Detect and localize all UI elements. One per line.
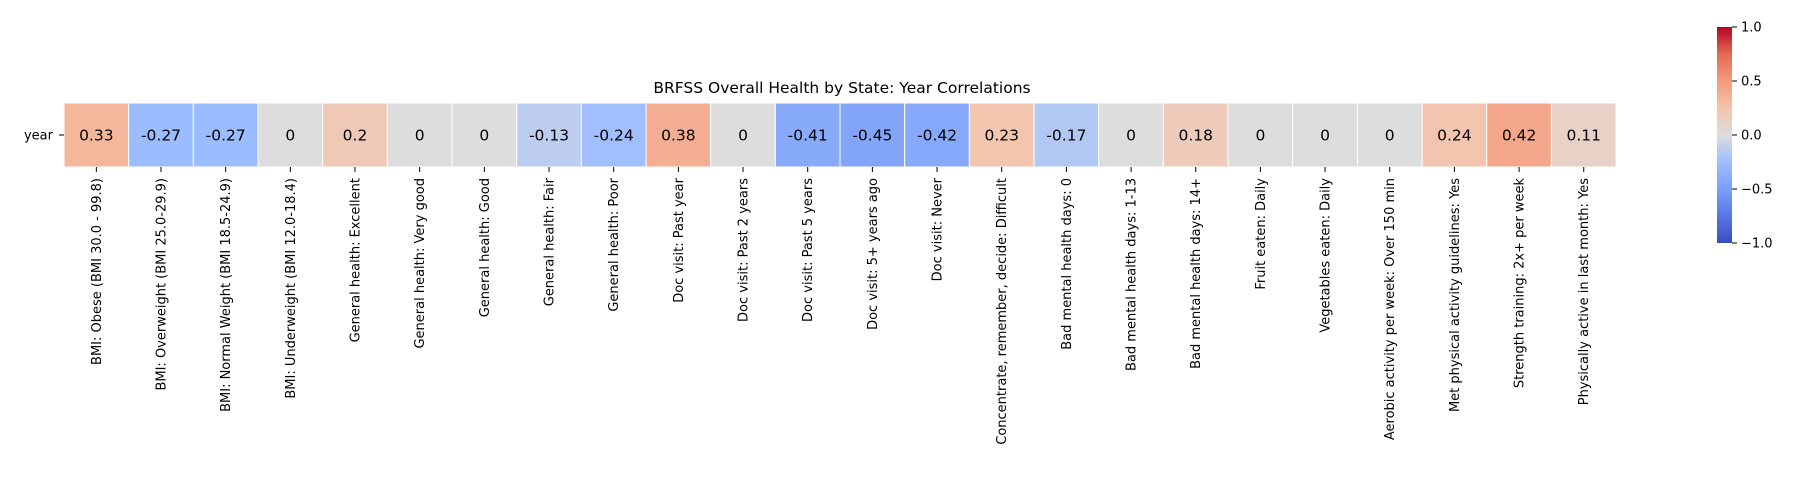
heatmap-cell: -0.41 <box>775 103 840 167</box>
x-tick-label: BMI: Normal Weight (BMI 18.5-24.9) <box>219 178 234 412</box>
x-tick-label: General health: Very good <box>413 178 428 349</box>
x-tick-label: Physically active in last month: Yes <box>1577 178 1592 405</box>
heatmap-cell: 0.38 <box>646 103 711 167</box>
heatmap-cell: -0.45 <box>840 103 905 167</box>
heatmap-cell: 0 <box>711 103 776 167</box>
x-tick-label: Met physical activity guidelines: Yes <box>1448 178 1463 412</box>
x-tick-label: General health: Poor <box>607 177 622 311</box>
heatmap-cell: 0 <box>1357 103 1422 167</box>
heatmap-cell-label: -0.27 <box>206 127 246 145</box>
heatmap-cell: 0.42 <box>1487 103 1552 167</box>
heatmap-cell-label: -0.42 <box>917 127 957 145</box>
heatmap-cell: -0.27 <box>193 103 258 167</box>
heatmap-cell-label: 0.38 <box>661 127 696 145</box>
heatmap-cell: 0 <box>1099 103 1164 167</box>
x-tick-label: General health: Excellent <box>349 178 364 342</box>
heatmap-cell: -0.13 <box>517 103 582 167</box>
heatmap-cell-label: -0.41 <box>788 127 828 145</box>
y-tick-label: year <box>24 129 54 144</box>
x-tick-label: Doc visit: 5+ years ago <box>866 178 881 330</box>
heatmap-cell: 0 <box>258 103 323 167</box>
heatmap-cell-label: 0 <box>1255 127 1265 145</box>
heatmap-cell-label: 0.2 <box>343 127 368 145</box>
x-tick-label: Concentrate, remember, decide: Difficult <box>995 178 1010 445</box>
x-tick-label: Doc visit: Past 2 years <box>737 178 752 322</box>
colorbar-tick-label: −1.0 <box>1741 237 1773 252</box>
heatmap-cell-label: 0.33 <box>79 127 114 145</box>
heatmap-cell: 0.33 <box>64 103 129 167</box>
heatmap-cell: -0.24 <box>581 103 646 167</box>
colorbar: 1.0 0.5 0.0 −0.5 −1.0 <box>1717 21 1773 252</box>
x-tick-label: BMI: Overweight (BMI 25.0-29.9) <box>155 178 170 391</box>
heatmap-cell: 0 <box>1228 103 1293 167</box>
heatmap-cell: 0 <box>1293 103 1358 167</box>
x-tick-label: Doc visit: Never <box>931 177 946 281</box>
heatmap-cell-label: 0.11 <box>1566 127 1601 145</box>
x-tick-label: General health: Good <box>478 178 493 317</box>
heatmap-cell-label: -0.45 <box>852 127 892 145</box>
x-tick-label: BMI: Underweight (BMI 12.0-18.4) <box>284 178 299 399</box>
x-tick-label: Strength training: 2x+ per week <box>1513 178 1528 389</box>
heatmap-cell-label: 0 <box>1126 127 1136 145</box>
heatmap-cell-label: -0.24 <box>594 127 634 145</box>
heatmap-cell-label: -0.17 <box>1046 127 1086 145</box>
colorbar-tick-label: −0.5 <box>1741 183 1773 198</box>
heatmap-cell-label: 0 <box>738 127 748 145</box>
heatmap-cell-label: 0.42 <box>1502 127 1537 145</box>
colorbar-tick-label: 1.0 <box>1741 21 1762 36</box>
heatmap-cell-label: 0.23 <box>984 127 1019 145</box>
x-tick-label: Bad mental health days: 1-13 <box>1125 178 1140 371</box>
heatmap-cell: 0 <box>452 103 517 167</box>
chart-title: BRFSS Overall Health by State: Year Corr… <box>653 79 1030 97</box>
colorbar-gradient <box>1717 27 1732 243</box>
heatmap-cell-label: 0 <box>479 127 489 145</box>
x-tick-label: Bad mental health days: 14+ <box>1189 178 1204 369</box>
heatmap-cell-label: 0 <box>1385 127 1395 145</box>
heatmap-cell: -0.17 <box>1034 103 1099 167</box>
heatmap-cell: 0 <box>387 103 452 167</box>
heatmap-cell: -0.42 <box>905 103 970 167</box>
heatmap-cell: 0.2 <box>323 103 388 167</box>
heatmap-cell-label: 0 <box>285 127 295 145</box>
x-tick-label: Bad mental health days: 0 <box>1060 178 1075 350</box>
heatmap-cell: 0.24 <box>1422 103 1487 167</box>
heatmap-cell-label: 0.24 <box>1437 127 1472 145</box>
colorbar-tick-label: 0.0 <box>1741 129 1762 144</box>
x-tick-label: General health: Fair <box>543 177 558 306</box>
x-tick-label: Fruit eaten: Daily <box>1254 178 1269 290</box>
heatmap-cell: -0.27 <box>129 103 194 167</box>
colorbar-tick-label: 0.5 <box>1741 75 1762 90</box>
heatmap-cell-label: 0 <box>415 127 425 145</box>
x-tick-label: BMI: Obese (BMI 30.0 - 99.8) <box>90 178 105 365</box>
heatmap-cell-label: 0 <box>1320 127 1330 145</box>
heatmap-cell: 0.18 <box>1163 103 1228 167</box>
heatmap-cell-label: -0.13 <box>529 127 569 145</box>
x-tick-label: Doc visit: Past 5 years <box>801 178 816 322</box>
heatmap-cell-label: 0.18 <box>1178 127 1213 145</box>
heatmap-cell: 0.23 <box>969 103 1034 167</box>
heatmap-cell-label: -0.27 <box>141 127 181 145</box>
x-tick-label: Doc visit: Past year <box>672 177 687 302</box>
x-tick-label: Aerobic activity per week: Over 150 min <box>1383 178 1398 440</box>
heatmap-cell: 0.11 <box>1551 103 1616 167</box>
x-tick-label: Vegetables eaten: Daily <box>1319 178 1334 333</box>
